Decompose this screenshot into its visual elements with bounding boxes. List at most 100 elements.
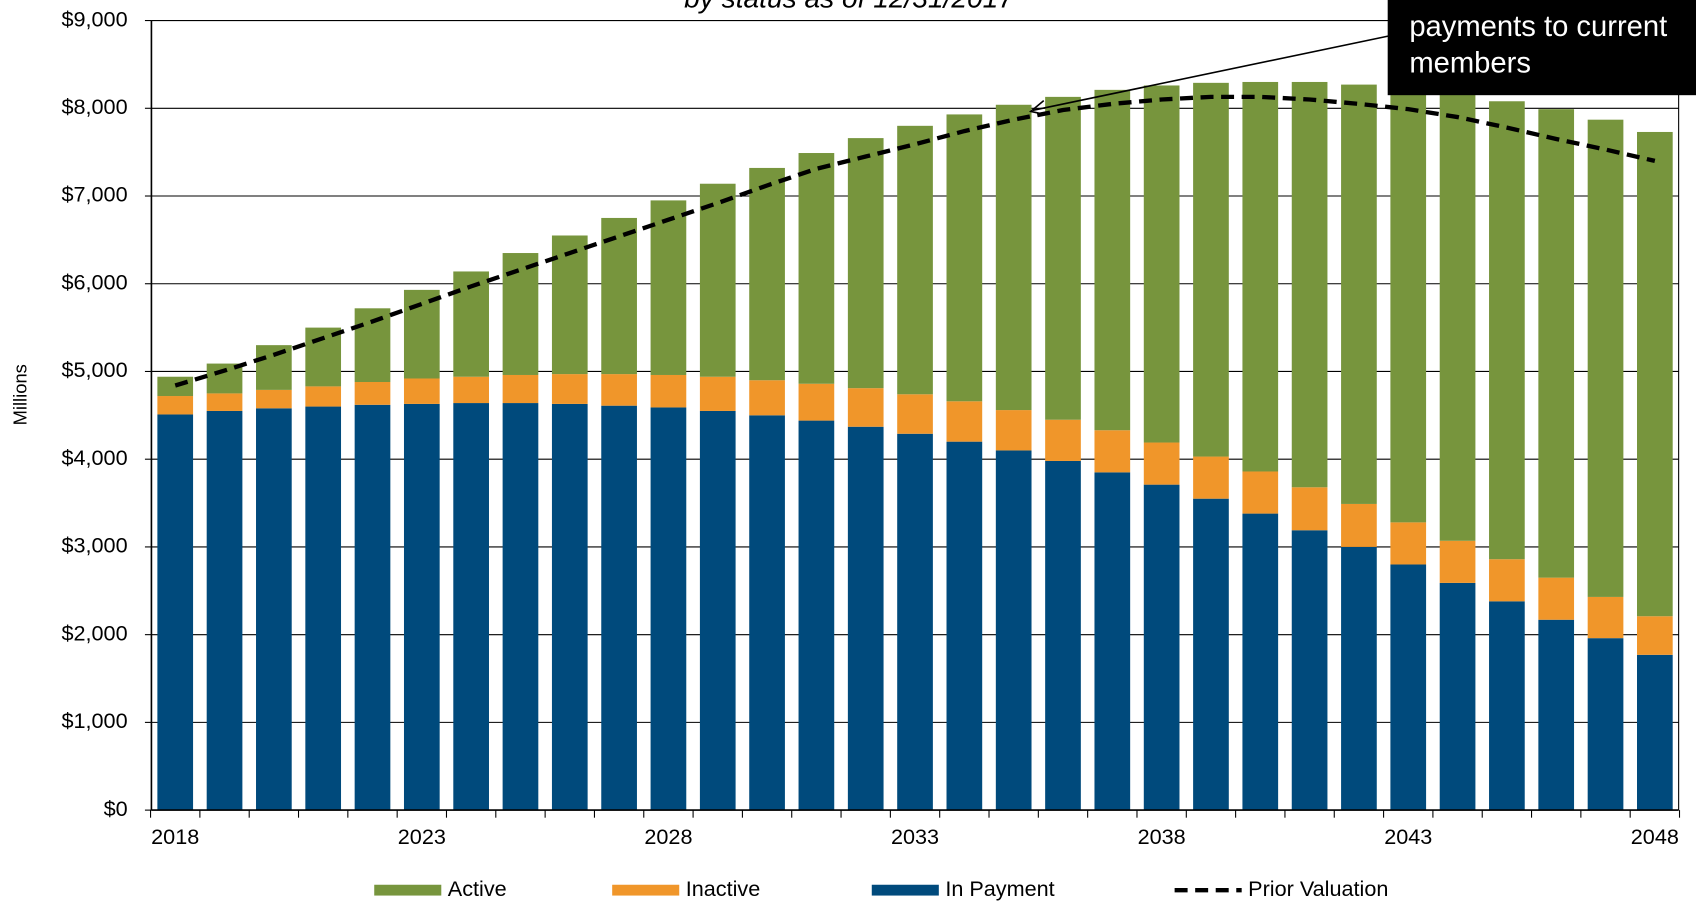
- bar-segment: [1045, 460, 1081, 811]
- bar-segment: [1193, 456, 1229, 499]
- bar-segment: [551, 374, 588, 404]
- legend-label: Active: [448, 876, 507, 901]
- bar-segment: [1094, 430, 1131, 473]
- bar-segment: [1143, 484, 1180, 811]
- y-tick-label: $5,000: [61, 357, 127, 382]
- bar-segment: [1390, 522, 1427, 565]
- bar-segment: [995, 450, 1032, 811]
- bar-segment: [1489, 601, 1525, 811]
- bar-segment: [1341, 84, 1377, 504]
- y-axis-label: Millions: [9, 364, 30, 425]
- y-tick-label: $6,000: [61, 269, 127, 294]
- annotation-text: payments to current: [1409, 11, 1667, 43]
- bar-segment: [1242, 513, 1279, 811]
- bar-segment: [1637, 616, 1673, 655]
- annotation-arrow: [1032, 33, 1396, 112]
- bar-segment: [305, 386, 342, 407]
- x-tick-label: 2023: [398, 824, 446, 849]
- bar-segment: [1094, 89, 1131, 431]
- bar-segment: [1291, 530, 1328, 811]
- y-tick-label: $2,000: [61, 620, 127, 645]
- bar-segment: [453, 403, 489, 811]
- bar-segment: [1587, 596, 1624, 639]
- bar-segment: [946, 114, 983, 402]
- bar-segment: [995, 104, 1032, 411]
- bar-segment: [749, 167, 785, 381]
- y-tick-label: $7,000: [61, 182, 127, 207]
- bar-segment: [206, 410, 243, 811]
- annotation-box: [1387, 0, 1696, 96]
- chart-title: by status as of 12/31/2017: [684, 0, 1015, 13]
- bar-segment: [354, 381, 391, 405]
- bar-segment: [749, 380, 785, 416]
- bar-segment: [601, 217, 637, 375]
- bar-segment: [1291, 81, 1328, 488]
- bar-segment: [1538, 109, 1575, 578]
- bar-segment: [551, 403, 588, 811]
- chart-body: by status as of 12/31/2017 Millions $0 $1…: [9, 0, 1696, 901]
- bar-segment: [601, 405, 637, 811]
- bar-segment: [1390, 564, 1427, 811]
- bar-segment: [798, 383, 835, 421]
- bar-segment: [1341, 546, 1377, 811]
- annotation-text: members: [1409, 48, 1531, 80]
- bar-segment: [453, 376, 489, 404]
- bar-segment: [1291, 487, 1328, 531]
- bar-segment: [1045, 419, 1081, 461]
- bar-segment: [354, 404, 391, 811]
- x-tick-label: 2033: [891, 824, 939, 849]
- bar-segment: [256, 389, 292, 409]
- bar-segment: [995, 410, 1032, 451]
- bar-segment: [699, 376, 736, 411]
- bar-segment: [650, 407, 687, 811]
- bar-segment: [847, 426, 884, 811]
- bar-segment: [601, 374, 637, 406]
- legend-swatch: [612, 884, 680, 896]
- bar-segment: [749, 415, 785, 811]
- bar-segment: [1489, 559, 1525, 602]
- legend-label: Inactive: [686, 876, 761, 901]
- bar-segment: [403, 289, 440, 379]
- bar-segment: [1193, 498, 1229, 811]
- legend-swatch: [871, 884, 939, 896]
- bar-segment: [157, 396, 194, 415]
- bar-segment: [897, 394, 933, 434]
- x-tick-label: 2018: [151, 824, 199, 849]
- bar-segment: [403, 403, 440, 811]
- bar-segment: [157, 414, 194, 811]
- bar-segment: [1637, 654, 1673, 811]
- bar-segment: [699, 183, 736, 377]
- bar-segment: [1538, 619, 1575, 811]
- y-tick-label: $0: [104, 796, 128, 821]
- bar-segment: [157, 376, 194, 397]
- bar-segment: [1637, 131, 1673, 617]
- bar-segment: [206, 393, 243, 411]
- bar-segment: [946, 441, 983, 811]
- y-tick-label: $1,000: [61, 708, 127, 733]
- bar-segment: [256, 408, 292, 811]
- bar-segment: [256, 345, 292, 390]
- bar-segment: [1489, 101, 1525, 560]
- x-tick-label: 2038: [1138, 824, 1186, 849]
- bar-segment: [946, 401, 983, 442]
- bar-segment: [1439, 582, 1476, 811]
- x-tick-label: 2043: [1384, 824, 1432, 849]
- y-tick-label: $9,000: [61, 6, 127, 31]
- bar-segment: [502, 403, 539, 811]
- bar-segment: [1242, 81, 1279, 472]
- bar-segment: [305, 406, 342, 811]
- bar-segment: [1390, 88, 1427, 523]
- x-tick-label: 2028: [644, 824, 692, 849]
- bar-segment: [1538, 577, 1575, 620]
- bar-segment: [1094, 472, 1131, 811]
- bar-segment: [1242, 471, 1279, 514]
- line-series: [174, 94, 1656, 388]
- bar-segment: [897, 433, 933, 811]
- bar-segment: [650, 200, 687, 375]
- y-tick-label: $8,000: [61, 94, 127, 119]
- x-tick-label: 2048: [1631, 824, 1679, 849]
- bar-segment: [1439, 540, 1476, 583]
- bar-segment: [650, 374, 687, 408]
- bar-segment: [502, 374, 539, 404]
